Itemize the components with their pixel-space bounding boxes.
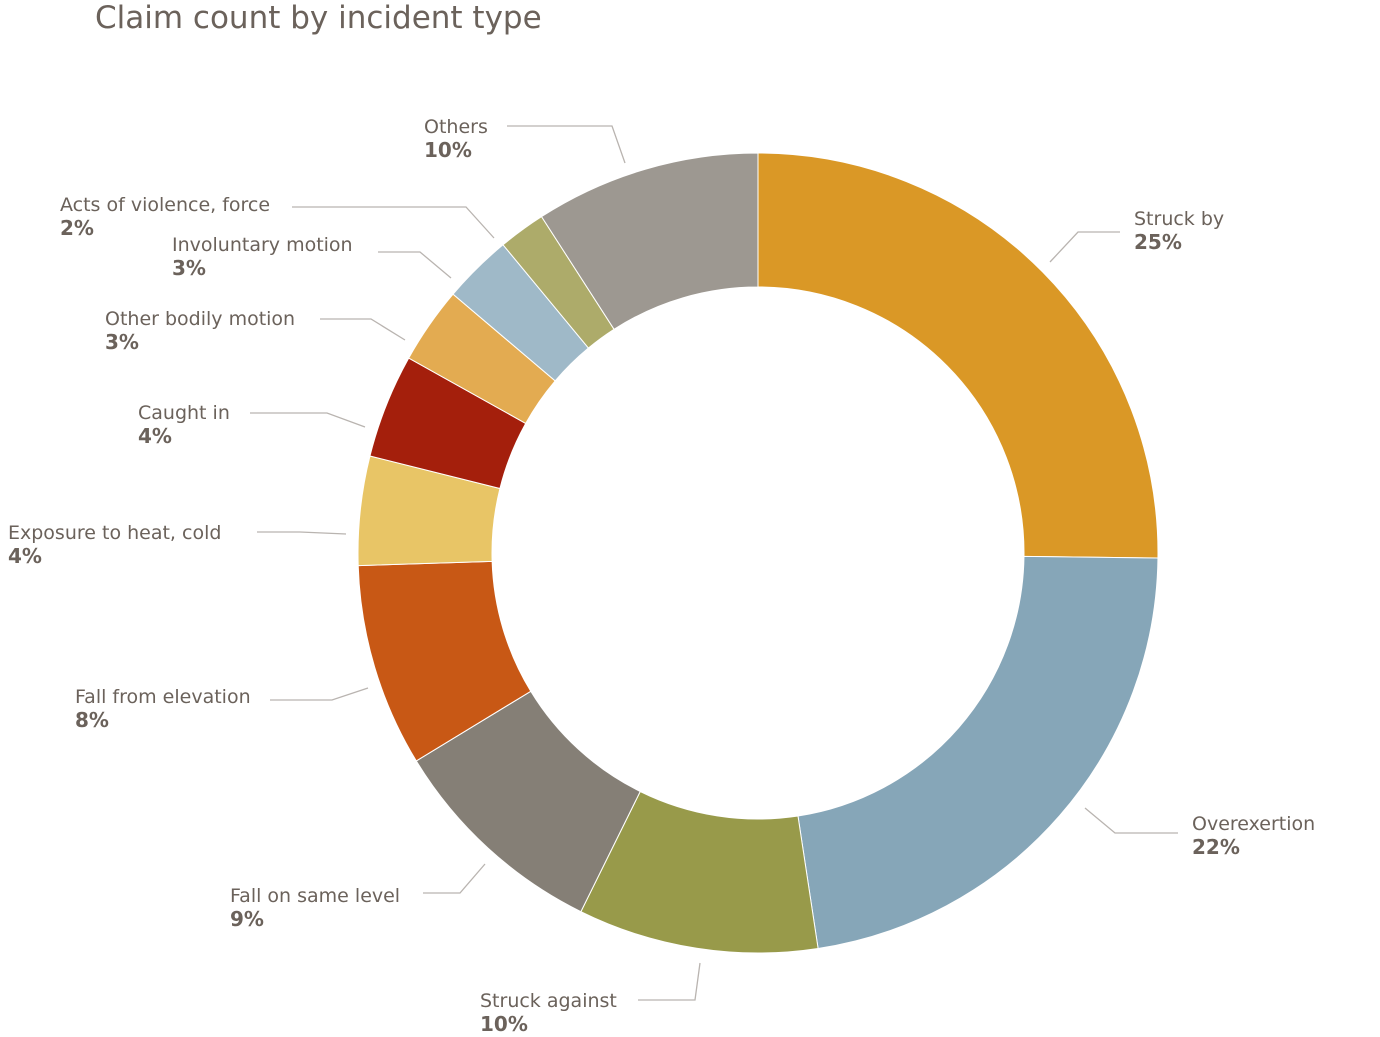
slice-label-acts-of-violence-force: Acts of violence, force <box>60 194 270 216</box>
slice-percent-caught-in: 4% <box>138 424 172 448</box>
slice-percent-acts-of-violence-force: 2% <box>60 216 94 240</box>
leader-line-other-bodily-motion <box>320 318 406 341</box>
slice-percent-struck-against: 10% <box>480 1012 528 1036</box>
leader-line-involuntary-motion <box>378 251 452 279</box>
slice-percent-overexertion: 22% <box>1192 835 1240 859</box>
slice-percent-struck-by: 25% <box>1134 230 1182 254</box>
slice-percent-others: 10% <box>424 138 472 162</box>
slice-label-fall-on-same-level: Fall on same level <box>230 885 400 907</box>
leader-line-exposure-to-heat-cold <box>257 531 347 535</box>
leader-line-others <box>507 125 626 164</box>
slice-percent-involuntary-motion: 3% <box>172 256 206 280</box>
leader-line-fall-on-same-level <box>423 863 486 894</box>
slice-percent-exposure-to-heat-cold: 4% <box>8 544 42 568</box>
slice-label-fall-from-elevation: Fall from elevation <box>75 686 251 708</box>
leader-line-struck-by <box>1049 231 1120 263</box>
slice-label-struck-against: Struck against <box>480 990 617 1012</box>
leader-line-caught-in <box>250 412 366 428</box>
slice-label-caught-in: Caught in <box>138 402 230 424</box>
leader-line-struck-against <box>638 962 701 1001</box>
slice-label-exposure-to-heat-cold: Exposure to heat, cold <box>8 522 221 544</box>
slice-label-other-bodily-motion: Other bodily motion <box>105 308 295 330</box>
slice-percent-fall-on-same-level: 9% <box>230 907 264 931</box>
slice-percent-other-bodily-motion: 3% <box>105 330 139 354</box>
chart-title: Claim count by incident type <box>95 0 542 36</box>
leader-line-overexertion <box>1084 807 1178 834</box>
slice-overexertion <box>797 555 1159 950</box>
slice-label-overexertion: Overexertion <box>1192 813 1315 835</box>
slice-label-involuntary-motion: Involuntary motion <box>172 234 353 256</box>
leader-line-acts-of-violence-force <box>292 206 495 239</box>
slice-label-others: Others <box>424 116 488 138</box>
slice-struck-by <box>757 152 1159 559</box>
slice-others <box>540 152 759 330</box>
slice-label-struck-by: Struck by <box>1134 208 1224 230</box>
slice-percent-fall-from-elevation: 8% <box>75 708 109 732</box>
leader-line-fall-from-elevation <box>270 687 369 701</box>
